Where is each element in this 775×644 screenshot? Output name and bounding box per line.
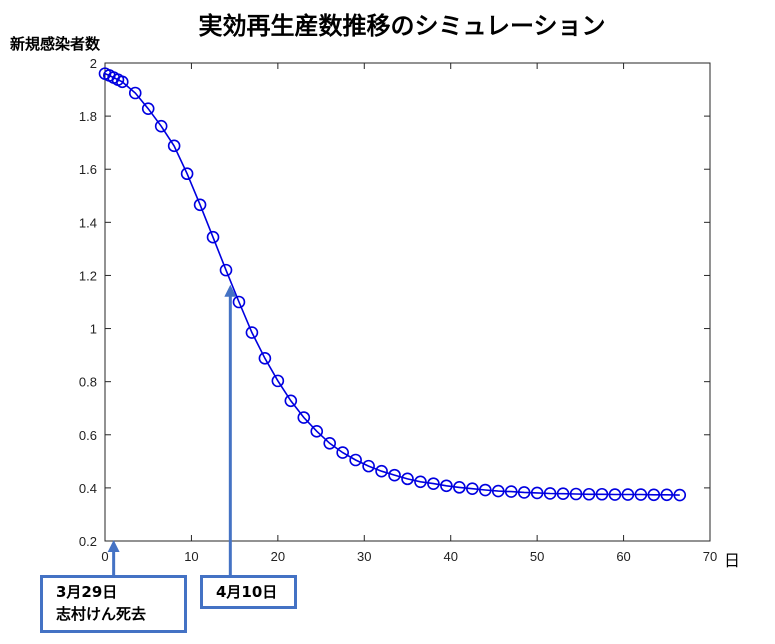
y-tick-label: 1.6 [79,162,97,177]
data-point [569,487,583,501]
data-point [543,487,557,500]
data-point [310,425,324,438]
y-axis-label: 新規感染者数 [10,35,101,53]
data-point [401,472,414,486]
data-point [323,436,337,450]
data-point [232,295,246,309]
data-point [245,326,259,339]
data-point [115,75,129,89]
annotation-date-april10: 4月10日 [216,583,278,601]
x-tick-label: 0 [101,549,108,564]
data-point [478,483,492,497]
y-tick-label: 2 [90,56,97,71]
data-point [466,482,479,495]
data-point [141,102,155,115]
y-tick-label: 0.8 [79,375,97,390]
data-point [193,198,207,212]
data-point [206,230,220,244]
x-tick-label: 40 [443,549,457,564]
data-point [284,394,298,408]
data-point [154,119,168,133]
data-point [375,464,388,478]
data-point [453,481,466,494]
y-tick-label: 1 [90,322,97,337]
series-line [104,72,680,496]
x-tick-label: 70 [703,549,717,564]
annotation-box-march29: 3月29日 志村けん死去 [40,575,187,633]
y-tick-label: 1.2 [79,268,97,283]
data-point [608,488,622,501]
x-tick-label: 60 [616,549,630,564]
data-point [504,485,518,498]
data-point [517,486,531,499]
chart-title: 実効再生産数推移のシミュレーション [198,12,605,40]
annotation-event-shimura: 志村けん死去 [56,605,147,623]
data-point [660,488,674,502]
annotation-box-april10: 4月10日 [200,575,297,609]
data-point [128,86,142,100]
data-point [595,487,609,501]
data-point [621,488,635,501]
data-point [362,459,375,473]
axis-ticks: 0 10 20 30 40 50 60 70 0.2 0.4 0.6 0.8 1 1.2 1.4 1.6 1.8… [79,56,717,564]
data-point [427,477,440,490]
data-point [440,479,453,493]
data-point [271,374,285,388]
annotation-arrows [107,284,237,578]
data-point [491,484,505,498]
data-point [414,475,427,489]
x-tick-label: 50 [530,549,544,564]
y-tick-label: 1.8 [79,109,97,124]
data-point [647,488,661,502]
x-tick-label: 20 [271,549,285,564]
x-tick-label: 30 [357,549,371,564]
annotation-date-march29: 3月29日 [56,583,118,601]
data-point [582,487,596,501]
x-tick-label: 10 [184,549,198,564]
data-point [180,167,194,181]
y-tick-label: 1.4 [79,215,97,230]
data-point [530,486,544,500]
data-point [634,488,648,501]
data-point [336,446,349,459]
plot-frame [104,62,711,542]
data-point [388,468,401,482]
x-axis-unit: 日 [724,551,740,570]
data-point [349,453,362,467]
series-layer [98,67,687,502]
data-point [297,411,311,424]
data-point [219,263,233,277]
y-tick-label: 0.2 [79,534,97,549]
data-point [556,487,570,501]
data-point [673,488,687,502]
data-point [167,139,181,153]
data-point [258,351,272,365]
y-tick-label: 0.4 [79,481,97,496]
y-tick-label: 0.6 [79,428,97,443]
